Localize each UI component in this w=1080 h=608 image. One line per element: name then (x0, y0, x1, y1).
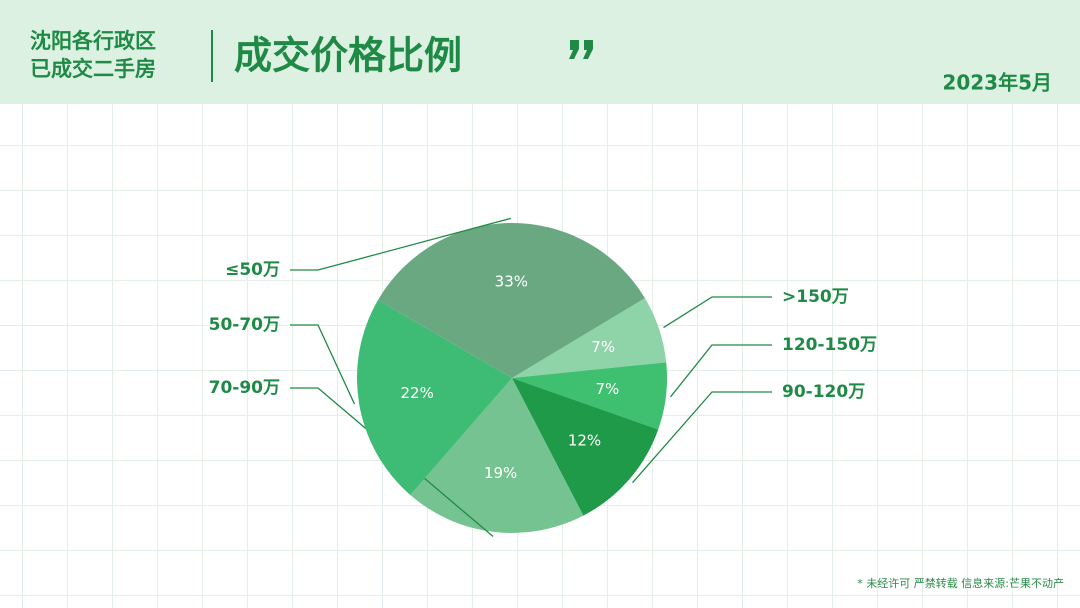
pie-slice (378, 222, 645, 378)
date: 2023年5月 (942, 71, 1052, 95)
quote-mark (569, 40, 593, 59)
leader-line (663, 296, 772, 329)
leader-line (670, 344, 772, 398)
category-label: >150万 (782, 287, 849, 307)
slice-label: 12% (568, 432, 601, 450)
pie-slice (357, 300, 512, 495)
chart-title: 成交价格比例 (234, 34, 462, 78)
leader-line (290, 387, 494, 538)
leader-line (632, 391, 772, 484)
slice-label: 7% (596, 380, 620, 398)
category-label: 50-70万 (209, 315, 280, 335)
kicker-line: 已成交二手房 (30, 57, 156, 81)
slice-label: 22% (401, 384, 434, 402)
pie-slice (512, 298, 667, 378)
kicker-line: 沈阳各行政区 (30, 29, 156, 53)
pie-slice (512, 378, 659, 516)
category-label: ≤50万 (225, 260, 280, 280)
leader-line (290, 217, 512, 271)
category-label: 90-120万 (782, 382, 865, 402)
pie-slice (410, 378, 584, 533)
slice-label: 19% (484, 464, 517, 482)
category-label: 120-150万 (782, 335, 877, 355)
footnote: * 未经许可 严禁转载 信息来源:芒果不动产 (857, 576, 1064, 590)
slice-label: 7% (591, 338, 615, 356)
category-label: 70-90万 (209, 378, 280, 398)
pie-slice (512, 362, 667, 430)
slice-label: 33% (495, 272, 528, 290)
header-band (0, 0, 1080, 104)
leader-line (290, 324, 356, 405)
